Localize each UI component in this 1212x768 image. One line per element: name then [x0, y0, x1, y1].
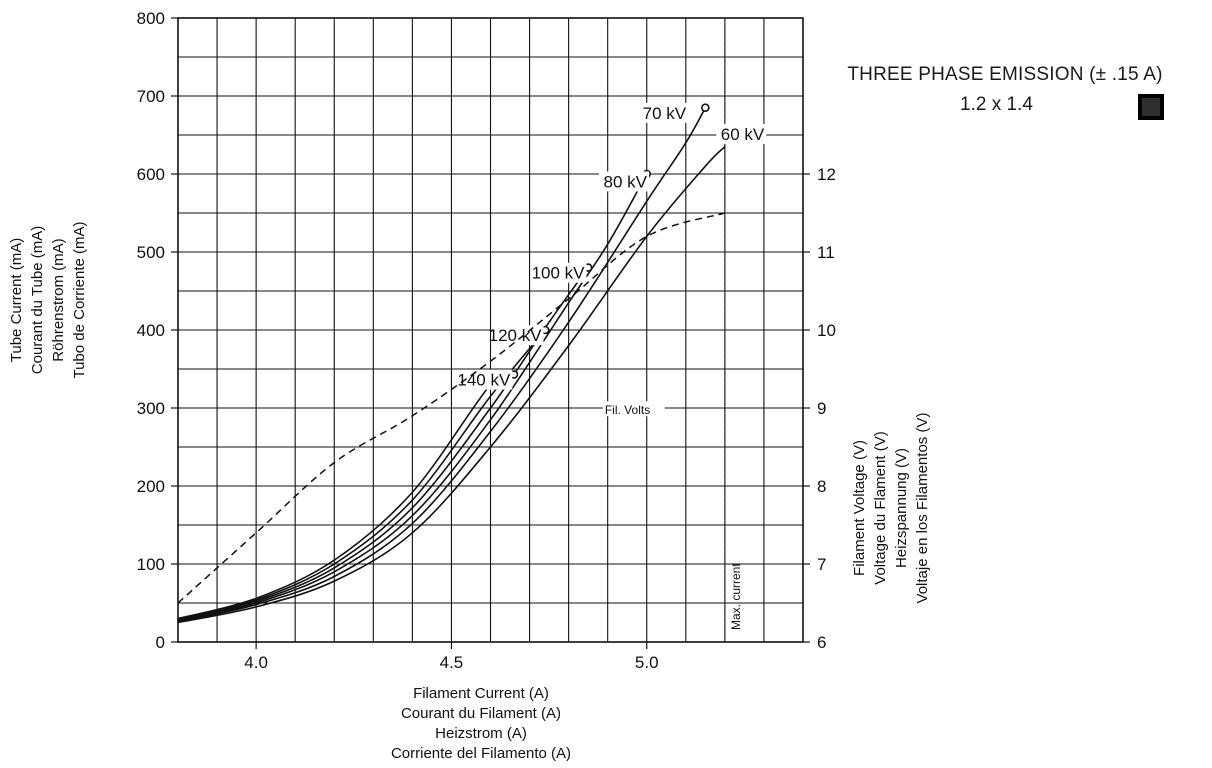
series-label: 100 kV: [532, 264, 586, 283]
y-tick-label: 700: [137, 87, 165, 106]
series-end-marker: [701, 103, 710, 112]
y2-tick-label: 6: [817, 633, 826, 652]
series-line: [177, 146, 726, 624]
legend-title: THREE PHASE EMISSION (± .15 A): [847, 64, 1163, 85]
filament-volts-label-background: [602, 401, 665, 417]
series-label-background: [462, 369, 513, 390]
y2-tick-label: 11: [817, 243, 835, 262]
y2-tick-label: 12: [817, 165, 836, 184]
series-label: 120 kV: [489, 326, 543, 345]
y2-tick-label: 10: [817, 321, 836, 340]
series-line: [177, 107, 707, 623]
y-axis-label: Tube Current (mA): [8, 238, 25, 362]
y-tick-label: 0: [156, 633, 165, 652]
x-axis-label: Filament Current (A): [413, 685, 549, 702]
x-axis-label: Corriente del Filamento (A): [391, 745, 571, 762]
filament-volts-label: Fil. Volts: [605, 403, 650, 417]
y2-tick-label: 7: [817, 555, 826, 574]
x-axis-label: Courant du Filament (A): [401, 705, 561, 722]
filament-volts-line: [177, 212, 726, 604]
x-tick-label: 4.5: [440, 653, 464, 672]
y2-axis-label: Voltage du Flament (V): [872, 431, 889, 584]
legend-entry-label: 1.2 x 1.4: [960, 94, 1033, 115]
series-label: 70 kV: [643, 104, 687, 123]
y2-axis-label: Voltaje en los Filamentos (V): [914, 413, 931, 604]
y-tick-label: 600: [137, 165, 165, 184]
y-axis-label: Tubo de Corriente (mA): [71, 221, 88, 378]
x-tick-label: 4.0: [244, 653, 268, 672]
legend-swatch: [1138, 94, 1164, 120]
series-label-background: [716, 123, 767, 144]
y2-tick-label: 8: [817, 477, 826, 496]
series-line: [177, 173, 648, 622]
y-tick-label: 400: [137, 321, 165, 340]
series-label-background: [638, 102, 689, 123]
max-current-label: Max. current: [729, 563, 743, 630]
y-tick-label: 300: [137, 399, 165, 418]
y-axis-label: Röhrenstrom (mA): [50, 238, 67, 361]
y-tick-label: 200: [137, 477, 165, 496]
x-axis-label: Heizstrom (A): [435, 725, 527, 742]
axis-labels: Filament Current (A) Courant du Filament …: [8, 221, 931, 762]
y2-tick-label: 9: [817, 399, 826, 418]
series-line: [177, 372, 515, 620]
series-label: 60 kV: [721, 125, 765, 144]
x-tick-label: 5.0: [635, 653, 659, 672]
series-line: [177, 329, 546, 621]
y2-axis-label: Heizspannung (V): [893, 448, 910, 568]
y-tick-label: 100: [137, 555, 165, 574]
y-tick-label: 800: [137, 9, 165, 28]
series-label-background: [599, 171, 650, 192]
y2-axis-label: Filament Voltage (V): [851, 440, 868, 576]
series-label: 80 kV: [604, 172, 648, 191]
axis-ticks: 4.0 4.5 5.0 0 100 200 300 400 500 600 700 800 6 7 8 9 10…: [137, 9, 836, 672]
y-axis-label: Courant du Tube (mA): [29, 226, 46, 374]
series-line: [177, 267, 589, 621]
y-tick-label: 500: [137, 243, 165, 262]
series-label-background: [536, 262, 587, 283]
